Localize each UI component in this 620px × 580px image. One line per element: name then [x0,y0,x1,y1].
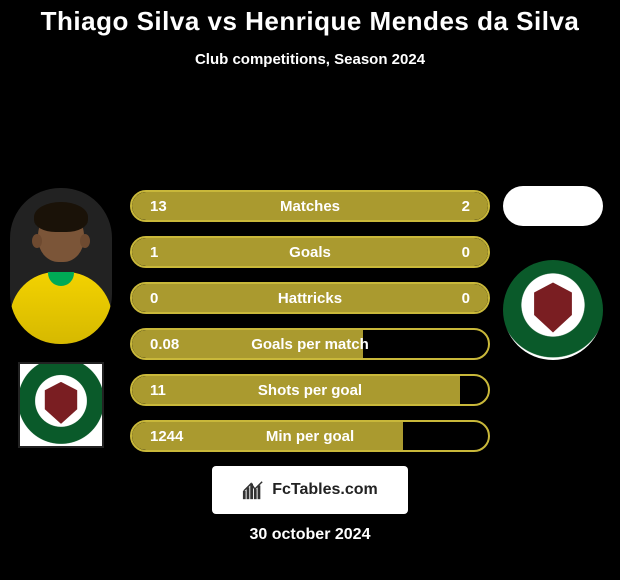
right-column [498,186,608,360]
stat-right-value: 2 [418,198,488,215]
stat-left-value: 0.08 [132,336,202,353]
stats-list: 13Matches21Goals00Hattricks00.08Goals pe… [130,190,490,452]
brand-bars-icon [242,479,264,501]
stat-label: Goals [202,244,418,261]
stat-row: 1Goals0 [130,236,490,268]
stat-left-value: 1 [132,244,202,261]
stat-left-value: 13 [132,198,202,215]
left-column [10,188,120,448]
player1-club-badge [18,362,104,448]
stat-label: Shots per goal [202,382,418,399]
stat-left-value: 11 [132,382,202,399]
player1-photo [10,188,112,344]
stat-left-value: 1244 [132,428,202,445]
player2-club-badge [503,260,603,360]
stat-label: Goals per match [202,336,418,353]
stat-label: Min per goal [202,428,418,445]
brand-text: FcTables.com [272,481,378,499]
date-line: 30 october 2024 [0,526,620,544]
stat-row: 11Shots per goal [130,374,490,406]
stat-right-value: 0 [418,244,488,261]
player2-photo-placeholder [503,186,603,226]
stat-left-value: 0 [132,290,202,307]
stat-right-value: 0 [418,290,488,307]
page-title: Thiago Silva vs Henrique Mendes da Silva [0,0,620,37]
subtitle: Club competitions, Season 2024 [0,51,620,68]
stat-label: Hattricks [202,290,418,307]
stat-label: Matches [202,198,418,215]
stat-row: 13Matches2 [130,190,490,222]
stat-row: 1244Min per goal [130,420,490,452]
stat-row: 0.08Goals per match [130,328,490,360]
stat-row: 0Hattricks0 [130,282,490,314]
brand-card: FcTables.com [212,466,408,514]
